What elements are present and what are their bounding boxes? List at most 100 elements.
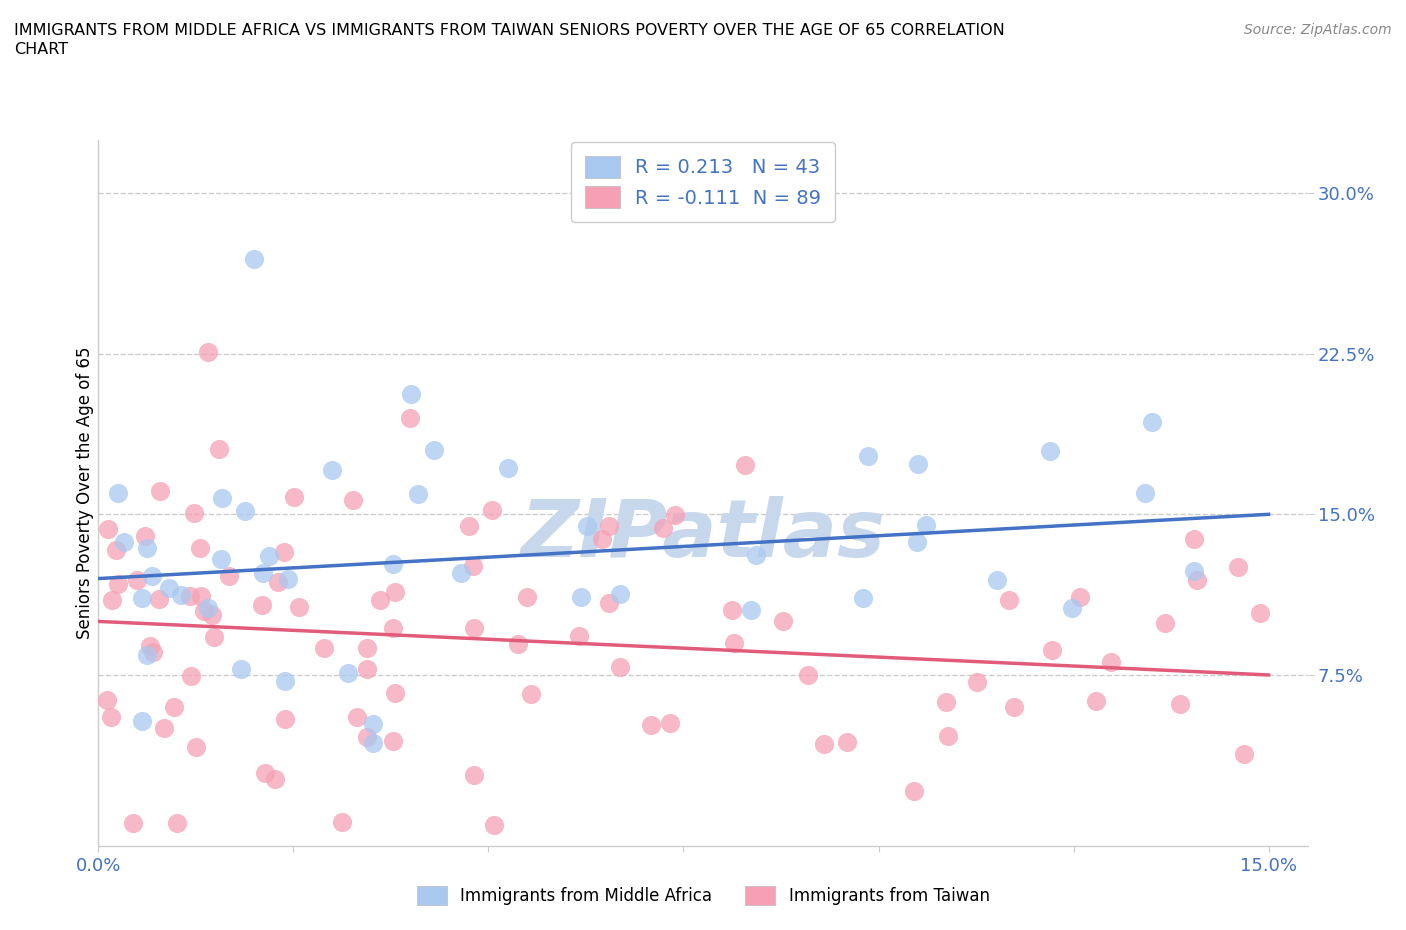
Point [851, 591, 873, 605]
Point [149, 484, 172, 498]
Point [157, 580, 180, 595]
Point [105, 543, 128, 558]
Point [277, 572, 299, 587]
Point [575, 519, 598, 534]
Point [314, 641, 336, 656]
Point [321, 462, 343, 477]
Point [135, 540, 157, 555]
Point [1099, 654, 1122, 669]
Point [163, 699, 186, 714]
Point [482, 818, 505, 833]
Y-axis label: Seniors Poverty Over the Age of 65: Seniors Poverty Over the Age of 65 [76, 347, 94, 639]
Point [183, 506, 205, 521]
Point [197, 345, 219, 360]
Point [127, 573, 149, 588]
Point [361, 717, 384, 732]
Point [598, 518, 620, 533]
Point [1140, 414, 1163, 429]
Point [406, 486, 429, 501]
Point [1227, 560, 1250, 575]
Point [170, 588, 193, 603]
Point [263, 772, 285, 787]
Point [273, 545, 295, 560]
Point [197, 601, 219, 616]
Point [1185, 572, 1208, 587]
Point [253, 766, 276, 781]
Point [179, 588, 201, 603]
Point [134, 529, 156, 544]
Point [813, 737, 835, 751]
Point [1249, 605, 1271, 620]
Point [190, 541, 212, 556]
Legend: R = 0.213   N = 43, R = -0.111  N = 89: R = 0.213 N = 43, R = -0.111 N = 89 [571, 142, 835, 222]
Point [330, 815, 353, 830]
Point [252, 598, 274, 613]
Point [180, 669, 202, 684]
Point [138, 638, 160, 653]
Point [658, 716, 681, 731]
Point [520, 686, 543, 701]
Text: CHART: CHART [14, 42, 67, 57]
Point [598, 595, 620, 610]
Point [229, 662, 252, 677]
Point [1135, 486, 1157, 501]
Point [905, 535, 928, 550]
Point [356, 661, 378, 676]
Point [190, 589, 212, 604]
Point [384, 585, 406, 600]
Point [252, 565, 274, 580]
Point [136, 647, 159, 662]
Point [721, 603, 744, 618]
Point [458, 518, 481, 533]
Point [966, 674, 988, 689]
Point [243, 251, 266, 266]
Point [100, 710, 122, 724]
Point [496, 460, 519, 475]
Point [235, 503, 257, 518]
Point [114, 534, 136, 549]
Point [745, 548, 768, 563]
Point [142, 645, 165, 660]
Point [516, 590, 538, 604]
Point [423, 442, 446, 457]
Point [609, 587, 631, 602]
Point [1154, 616, 1177, 631]
Point [481, 503, 503, 518]
Point [346, 710, 368, 724]
Point [450, 566, 472, 581]
Text: ZIPatlas: ZIPatlas [520, 497, 886, 575]
Point [740, 603, 762, 618]
Point [97, 522, 120, 537]
Point [797, 667, 820, 682]
Point [1182, 531, 1205, 546]
Point [401, 387, 423, 402]
Point [342, 492, 364, 507]
Point [381, 620, 404, 635]
Point [1168, 697, 1191, 711]
Point [273, 673, 295, 688]
Point [141, 568, 163, 583]
Point [259, 549, 281, 564]
Point [121, 816, 143, 830]
Point [1040, 643, 1063, 658]
Point [569, 590, 592, 604]
Point [772, 614, 794, 629]
Point [568, 629, 591, 644]
Point [131, 591, 153, 605]
Point [283, 489, 305, 504]
Point [640, 718, 662, 733]
Point [935, 695, 957, 710]
Point [1002, 700, 1025, 715]
Point [274, 711, 297, 726]
Point [218, 568, 240, 583]
Point [506, 636, 529, 651]
Point [336, 666, 359, 681]
Point [361, 736, 384, 751]
Point [131, 713, 153, 728]
Point [915, 518, 938, 533]
Point [986, 573, 1008, 588]
Point [461, 558, 484, 573]
Point [288, 600, 311, 615]
Point [202, 630, 225, 644]
Point [664, 508, 686, 523]
